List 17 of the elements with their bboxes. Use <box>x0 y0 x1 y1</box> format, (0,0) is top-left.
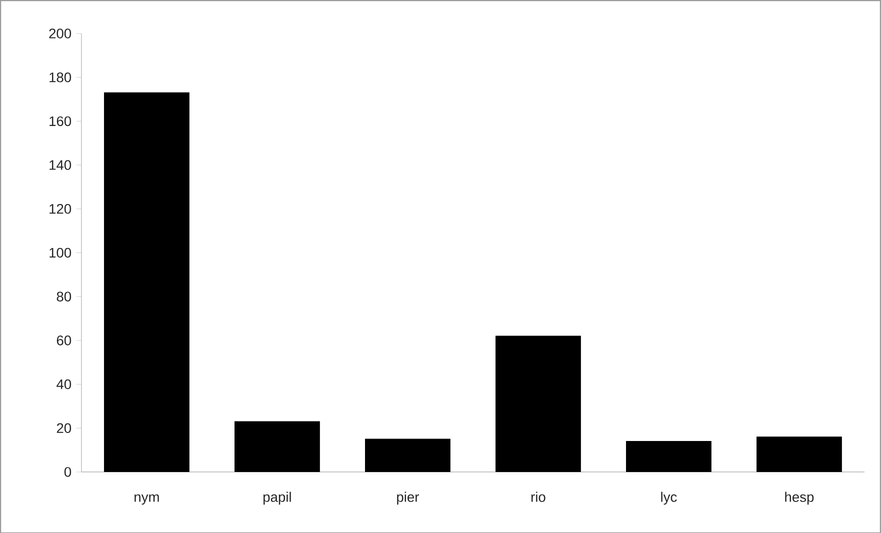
x-tick-label: hesp <box>785 492 814 504</box>
y-tick-label: 140 <box>50 160 72 170</box>
y-tick-label: 40 <box>56 379 72 389</box>
y-tick-label: 100 <box>50 248 72 258</box>
y-tick-label: 200 <box>49 28 72 38</box>
y-tick-label: 0 <box>64 466 72 477</box>
y-tick-label: 60 <box>56 335 72 346</box>
x-tick-label: lyc <box>661 492 677 504</box>
y-tick-label: 180 <box>50 72 72 82</box>
x-tick-label: rio <box>531 492 546 502</box>
y-tick-label: 80 <box>56 291 72 302</box>
y-tick-label: 20 <box>56 423 72 433</box>
y-tick-label: 160 <box>50 116 72 126</box>
x-tick-label: pier <box>397 492 419 504</box>
x-tick-label: nym <box>134 494 159 504</box>
y-tick-label: 120 <box>50 204 72 214</box>
x-tick-label: papil <box>263 492 291 504</box>
